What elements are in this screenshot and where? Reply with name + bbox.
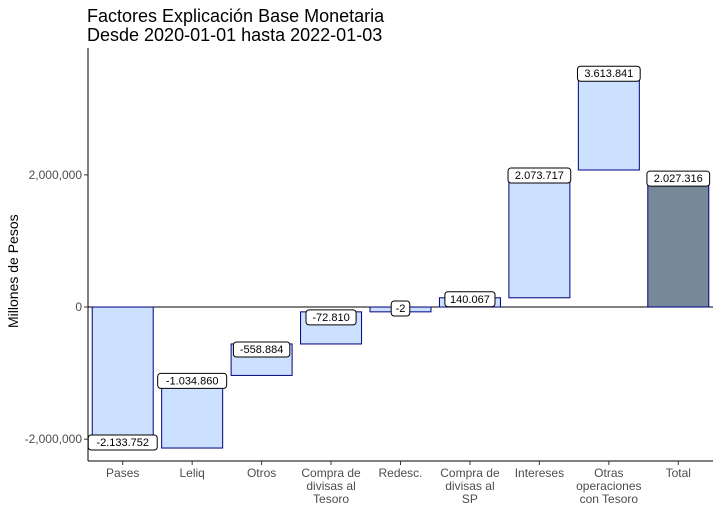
data-label-box [576,65,641,82]
data-label: 2.073.717 [515,170,564,182]
data-label: -1.034.860 [166,375,219,387]
x-tick-label: Otros [247,466,276,480]
x-tick-label: Leliq [179,466,204,480]
x-tick-label: Total [666,466,691,480]
bar [508,169,571,299]
x-tick-label: Intereses [515,466,564,480]
x-tick-label: Redesc. [378,466,422,480]
data-label-box [87,434,158,451]
x-tick-label: Otras operaciones con Tesoro [576,466,641,506]
data-label-box [157,372,228,389]
data-label: -2 [396,303,406,315]
x-tick-label: Pases [106,466,139,480]
data-label-box [646,170,711,187]
total-bar [647,172,710,308]
data-label: 140.067 [450,294,490,306]
data-label-box [390,300,411,317]
bar [91,306,154,449]
y-tick-label: 0 [75,300,82,314]
y-tick-label: 2,000,000 [29,168,83,182]
data-label: 3.613.841 [584,68,633,80]
x-tick-label: Compra de divisas al SP [440,466,500,506]
data-label: -2.133.752 [96,437,149,449]
data-label-box [305,309,357,326]
x-tick-label: Compra de divisas al Tesoro [301,466,361,506]
data-label: -558.884 [240,344,283,356]
data-label-box [232,341,291,358]
data-label: -72.810 [312,312,349,324]
bar [577,67,640,171]
data-label: 2.027.316 [654,173,703,185]
chart-title: Factores Explicación Base Monetaria [87,6,385,26]
data-label-box [507,167,572,184]
data-label-box [444,291,496,308]
y-tick-label: -2,000,000 [25,432,83,446]
chart-subtitle: Desde 2020-01-01 hasta 2022-01-03 [87,25,383,45]
